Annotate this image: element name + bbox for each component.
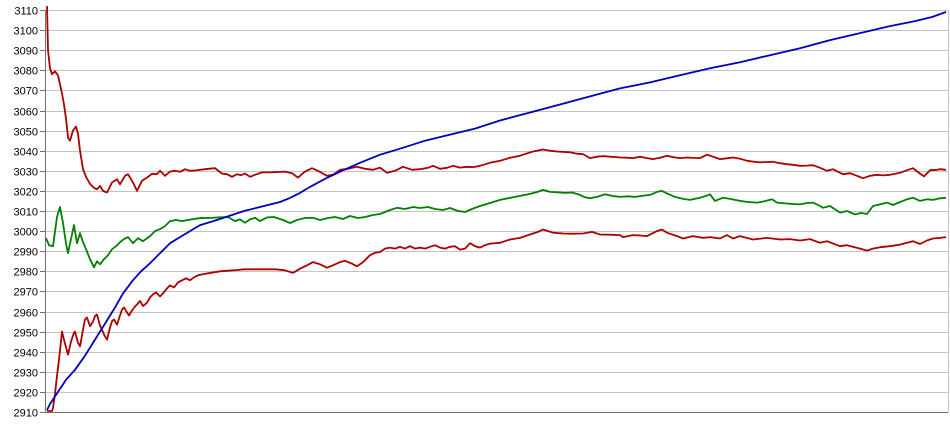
y-axis-label: 3090 (14, 46, 38, 58)
y-axis-label: 3050 (14, 127, 38, 139)
series-cumulative-line (46, 11, 947, 411)
y-axis-label: 3000 (14, 227, 38, 239)
y-axis-label: 2970 (14, 287, 38, 299)
y-axis-label: 2980 (14, 267, 38, 279)
y-axis-label: 3070 (14, 86, 38, 98)
y-axis-label: 2930 (14, 368, 38, 380)
y-axis-label: 2920 (14, 388, 38, 400)
y-axis-label: 3040 (14, 147, 38, 159)
y-axis-label: 3030 (14, 167, 38, 179)
y-axis-label: 3110 (14, 6, 38, 18)
series-mean-line (45, 188, 947, 269)
y-axis-label: 3020 (14, 187, 38, 199)
y-axis-label: 2960 (14, 308, 38, 320)
y-axis-label: 3060 (14, 107, 38, 119)
y-axis-label: 2940 (14, 348, 38, 360)
y-axis-label: 2950 (14, 328, 38, 340)
y-axis-label: 2910 (14, 408, 38, 420)
series-lower-band (47, 228, 947, 412)
series-upper-band (46, 5, 947, 194)
y-axis-label: 2990 (14, 247, 38, 259)
y-axis-label: 3100 (14, 26, 38, 38)
y-axis-label: 3010 (14, 207, 38, 219)
y-axis-label: 3080 (14, 66, 38, 78)
